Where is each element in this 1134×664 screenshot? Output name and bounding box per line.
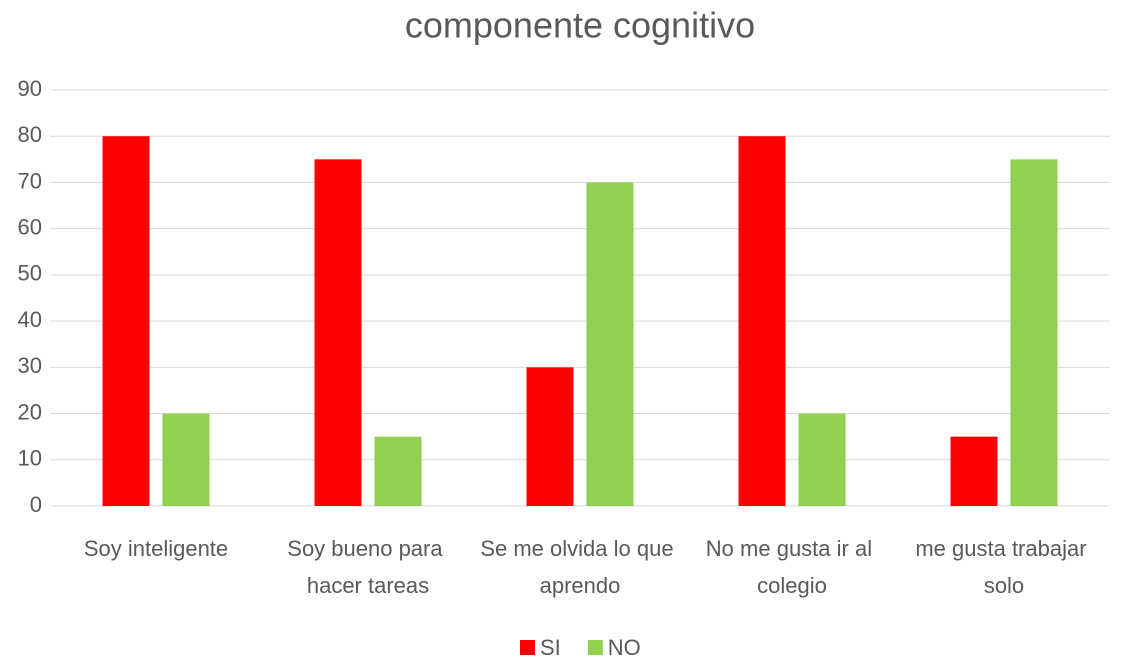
y-tick-label: 30 bbox=[18, 353, 42, 378]
x-tick-label: No me gusta ir al colegio bbox=[706, 536, 878, 598]
x-tick-label: Soy inteligente bbox=[84, 536, 228, 561]
bar bbox=[374, 436, 422, 506]
bar bbox=[162, 413, 210, 506]
bar bbox=[314, 159, 362, 507]
bar bbox=[798, 413, 846, 506]
legend-label: SI bbox=[540, 635, 561, 660]
y-tick-label: 60 bbox=[18, 214, 42, 239]
y-tick-label: 20 bbox=[18, 399, 42, 424]
y-tick-label: 0 bbox=[30, 492, 42, 517]
y-tick-label: 40 bbox=[18, 307, 42, 332]
y-tick-label: 90 bbox=[18, 76, 42, 101]
legend-swatch bbox=[520, 640, 535, 655]
bar bbox=[102, 136, 150, 506]
y-tick-label: 70 bbox=[18, 168, 42, 193]
bar bbox=[950, 436, 998, 506]
y-tick-label: 10 bbox=[18, 446, 42, 471]
bar bbox=[1010, 159, 1058, 507]
bar bbox=[586, 182, 634, 506]
x-tick-label: Se me olvida lo que aprendo bbox=[480, 536, 679, 598]
x-tick-label: Soy bueno para hacer tareas bbox=[287, 536, 448, 598]
legend-swatch bbox=[587, 640, 603, 655]
legend-label: NO bbox=[608, 635, 641, 660]
y-tick-label: 80 bbox=[18, 122, 42, 147]
bar bbox=[738, 136, 786, 506]
chart-title: componente cognitivo bbox=[405, 5, 755, 46]
y-tick-label: 50 bbox=[18, 261, 42, 286]
bar bbox=[526, 367, 574, 506]
x-tick-label: me gusta trabajar solo bbox=[915, 536, 1092, 598]
